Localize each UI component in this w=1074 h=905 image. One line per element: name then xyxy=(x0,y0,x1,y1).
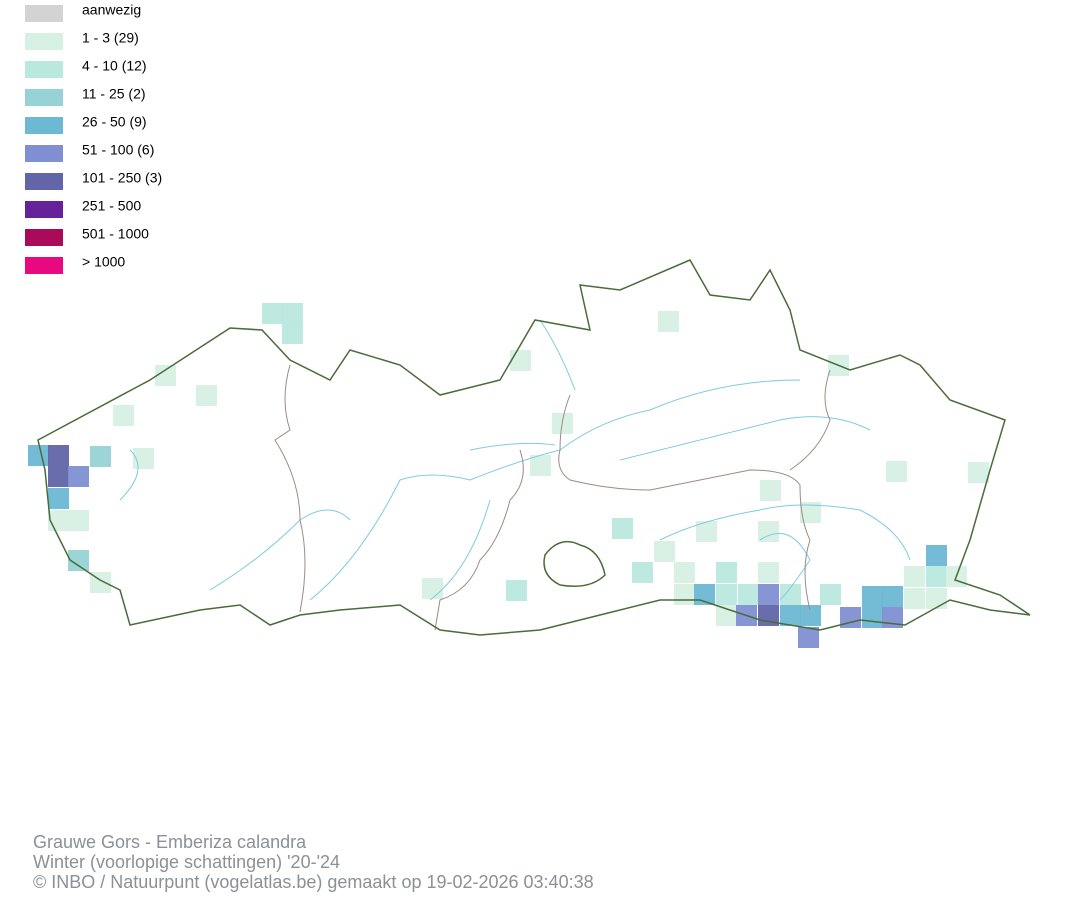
grid-cell xyxy=(758,521,779,542)
legend-label: 101 - 250 (3) xyxy=(82,170,162,186)
legend-label: 251 - 500 xyxy=(82,198,141,214)
grid-cell xyxy=(68,466,89,487)
grid-cell xyxy=(862,586,883,607)
grid-cell xyxy=(196,385,217,406)
legend-swatch xyxy=(25,257,63,274)
legend-swatch xyxy=(25,229,63,246)
grid-cell xyxy=(904,588,925,609)
legend-swatch xyxy=(25,33,63,50)
grid-cell xyxy=(882,586,903,607)
grid-cell xyxy=(862,607,883,628)
grid-cell xyxy=(612,518,633,539)
grid-cell xyxy=(886,461,907,482)
grid-cell xyxy=(262,303,283,324)
province-borders xyxy=(274,364,831,631)
grid-cell xyxy=(798,627,819,648)
grid-cell xyxy=(28,445,49,466)
legend-swatch xyxy=(25,173,63,190)
legend-swatch xyxy=(25,145,63,162)
grid-cell xyxy=(800,502,821,523)
flanders-outline xyxy=(37,259,1031,636)
grid-cell xyxy=(760,480,781,501)
grid-cell xyxy=(968,462,989,483)
legend-label: 26 - 50 (9) xyxy=(82,114,147,130)
legend-swatch xyxy=(25,117,63,134)
rivers xyxy=(119,319,911,601)
grid-cell xyxy=(506,580,527,601)
grid-cells xyxy=(28,303,989,648)
grid-cell xyxy=(68,510,89,531)
grid-cell xyxy=(926,588,947,609)
legend-label: 4 - 10 (12) xyxy=(82,58,147,74)
grid-cell xyxy=(155,365,176,386)
footer-line: Grauwe Gors - Emberiza calandra xyxy=(33,832,307,852)
grid-cell xyxy=(422,578,443,599)
grid-cell xyxy=(68,550,89,571)
grid-cell xyxy=(658,311,679,332)
grid-cell xyxy=(820,584,841,605)
grid-cell xyxy=(632,562,653,583)
legend-label: 501 - 1000 xyxy=(82,226,149,242)
grid-cell xyxy=(840,607,861,628)
footer-line: Winter (voorlopige schattingen) '20-'24 xyxy=(33,852,340,872)
grid-cell xyxy=(530,455,551,476)
grid-cell xyxy=(133,448,154,469)
grid-cell xyxy=(696,521,717,542)
grid-cell xyxy=(716,584,737,605)
grid-cell xyxy=(510,350,531,371)
legend-label: > 1000 xyxy=(82,254,125,270)
legend-label: 1 - 3 (29) xyxy=(82,30,139,46)
legend-swatch xyxy=(25,89,63,106)
grid-cell xyxy=(780,584,801,605)
grid-cell xyxy=(758,562,779,583)
grid-cell xyxy=(654,541,675,562)
grid-cell xyxy=(674,562,695,583)
grid-cell xyxy=(48,510,69,531)
footer: Grauwe Gors - Emberiza calandra Winter (… xyxy=(33,832,594,892)
grid-cell xyxy=(904,566,925,587)
grid-cell xyxy=(282,303,303,324)
grid-cell xyxy=(90,446,111,467)
grid-cell xyxy=(926,566,947,587)
legend-swatch xyxy=(25,201,63,218)
grid-cell xyxy=(674,584,695,605)
grid-cell xyxy=(800,605,821,626)
grid-cell xyxy=(113,405,134,426)
grid-cell xyxy=(48,445,69,466)
footer-line: © INBO / Natuurpunt (vogelatlas.be) gema… xyxy=(33,872,594,892)
grid-cell xyxy=(48,466,69,487)
legend-label: 11 - 25 (2) xyxy=(82,86,146,102)
grid-cell xyxy=(48,488,69,509)
grid-cell xyxy=(926,545,947,566)
grid-cell xyxy=(282,323,303,344)
legend: aanwezig 1 - 3 (29) 4 - 10 (12) 11 - 25 (2)… xyxy=(25,2,162,274)
legend-label: aanwezig xyxy=(82,2,141,18)
grid-cell xyxy=(780,605,801,626)
legend-swatch xyxy=(25,61,63,78)
grid-cell xyxy=(716,562,737,583)
legend-label: 51 - 100 (6) xyxy=(82,142,154,158)
legend-swatch xyxy=(25,5,63,22)
grid-cell xyxy=(758,584,779,605)
grid-cell xyxy=(738,584,759,605)
